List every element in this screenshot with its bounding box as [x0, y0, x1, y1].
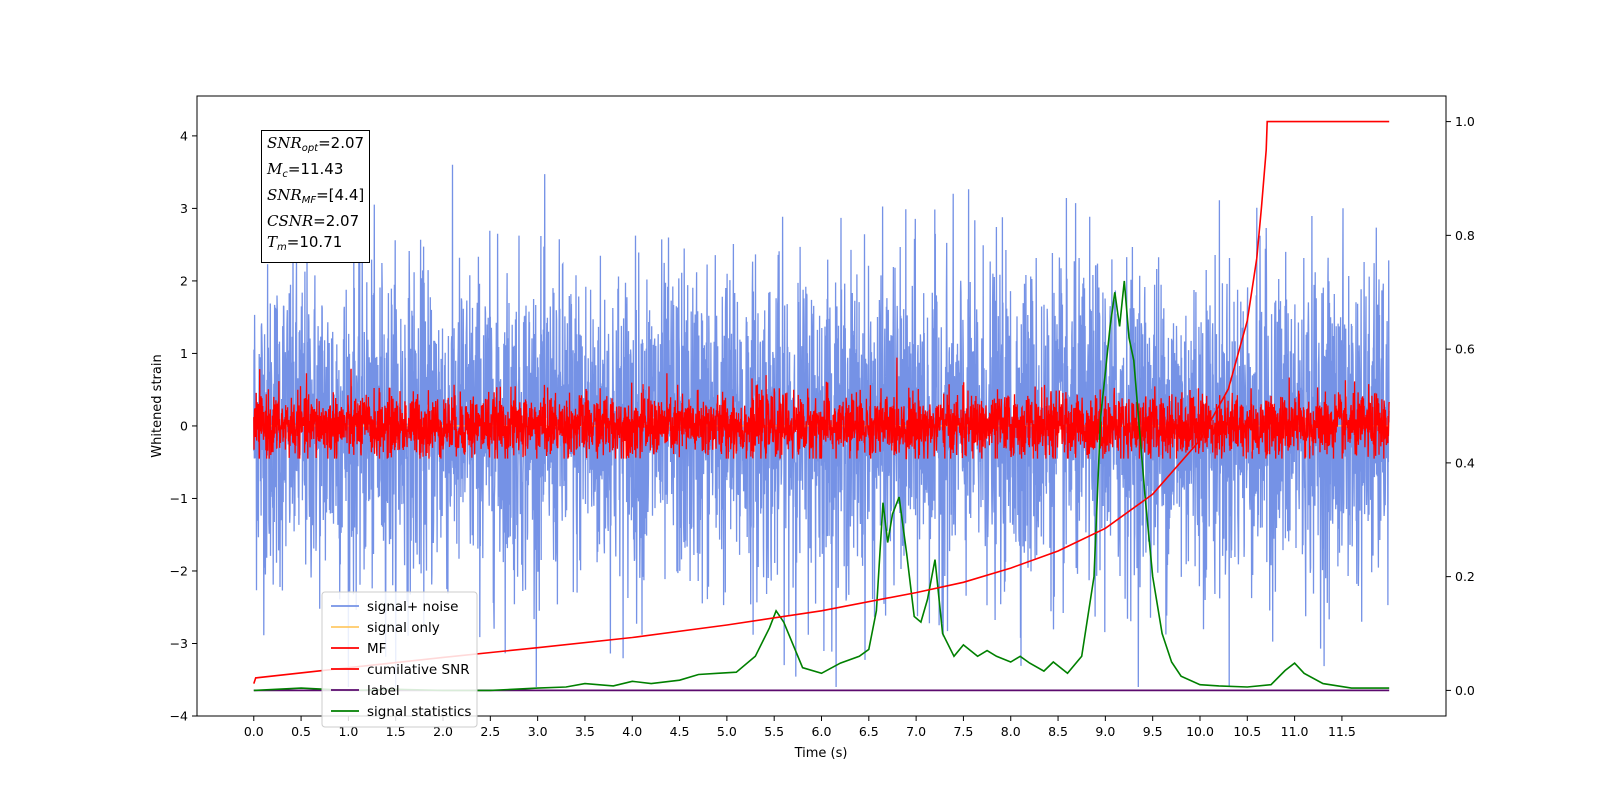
stats-annotation-box: SNRopt=2.07 Mc=11.43 SNRMF=[4.4] CSNR=2.…: [261, 130, 371, 263]
mc-row: Mc=11.43: [267, 160, 344, 180]
y-tick-label: 3: [180, 201, 188, 216]
x-tick-label: 10.0: [1186, 724, 1214, 739]
csnr-row: CSNR=2.07: [267, 212, 360, 230]
series-mf: [253, 357, 1390, 460]
y-tick-label: −2: [170, 563, 188, 578]
snr-opt-row: SNRopt=2.07: [267, 134, 365, 154]
x-tick-label: 10.5: [1233, 724, 1261, 739]
x-tick-label: 3.0: [528, 724, 548, 739]
x-tick-label: 1.5: [386, 724, 406, 739]
x-tick-label: 4.5: [670, 724, 690, 739]
y-tick-label: 2: [180, 273, 188, 288]
snr-mf-row: SNRMF=[4.4]: [267, 186, 365, 206]
y-tick-label: −1: [170, 491, 188, 506]
y-tick-label: 1: [180, 346, 188, 361]
y-axis-label: Whitened strain: [150, 354, 165, 457]
x-tick-label: 8.5: [1048, 724, 1068, 739]
legend-entry: MF: [367, 641, 386, 657]
x-tick-label: 8.0: [1001, 724, 1021, 739]
y2-tick-label: 0.4: [1455, 455, 1475, 470]
tm-row: Tm=10.71: [267, 233, 343, 253]
x-tick-label: 0.0: [244, 724, 264, 739]
x-tick-label: 7.0: [906, 724, 926, 739]
y-tick-label: 4: [180, 128, 188, 143]
legend-entry: signal statistics: [367, 704, 471, 720]
legend-entry: cumilative SNR: [367, 662, 470, 678]
legend-entry: label: [367, 683, 400, 699]
legend-entry: signal+ noise: [367, 599, 458, 615]
y-tick-label: −4: [170, 709, 188, 724]
x-tick-label: 6.0: [812, 724, 832, 739]
y-axis-right: 0.0 0.2 0.4 0.6 0.8 1.0: [1446, 114, 1475, 698]
x-tick-label: 4.0: [622, 724, 642, 739]
y2-tick-label: 0.0: [1455, 683, 1475, 698]
series-signal-statistics: [253, 280, 1390, 692]
x-tick-label: 9.5: [1143, 724, 1163, 739]
x-tick-label: 11.5: [1328, 724, 1356, 739]
x-axis-label: Time (s): [794, 746, 848, 761]
x-tick-label: 6.5: [859, 724, 879, 739]
x-tick-label: 0.5: [291, 724, 311, 739]
y2-tick-label: 1.0: [1455, 114, 1475, 129]
x-tick-label: 11.0: [1281, 724, 1309, 739]
legend: signal+ noise signal only MF cumilative SNR…: [321, 591, 478, 728]
x-tick-label: 2.5: [480, 724, 500, 739]
y-tick-label: −3: [170, 636, 188, 651]
x-tick-label: 1.0: [338, 724, 358, 739]
x-tick-label: 3.5: [575, 724, 595, 739]
x-tick-label: 7.5: [953, 724, 973, 739]
y-tick-label: 0: [180, 418, 188, 433]
x-axis: 0.0 0.5 1.0 1.5 2.0 2.5 3.0 3.5 4.0 4.5 5.0 5.5 6.0 6…: [244, 716, 1356, 739]
legend-box: [321, 591, 478, 728]
x-tick-label: 5.0: [717, 724, 737, 739]
x-tick-label: 9.0: [1095, 724, 1115, 739]
y2-tick-label: 0.2: [1455, 569, 1475, 584]
y2-tick-label: 0.8: [1455, 228, 1475, 243]
series-cumulative-snr: [253, 120, 1390, 684]
y-axis-left: −4 −3 −2 −1 0 1 2 3 4: [170, 128, 197, 724]
x-tick-label: 2.0: [433, 724, 453, 739]
y2-tick-label: 0.6: [1455, 342, 1475, 357]
x-tick-label: 5.5: [764, 724, 784, 739]
legend-entry: signal only: [367, 620, 440, 636]
